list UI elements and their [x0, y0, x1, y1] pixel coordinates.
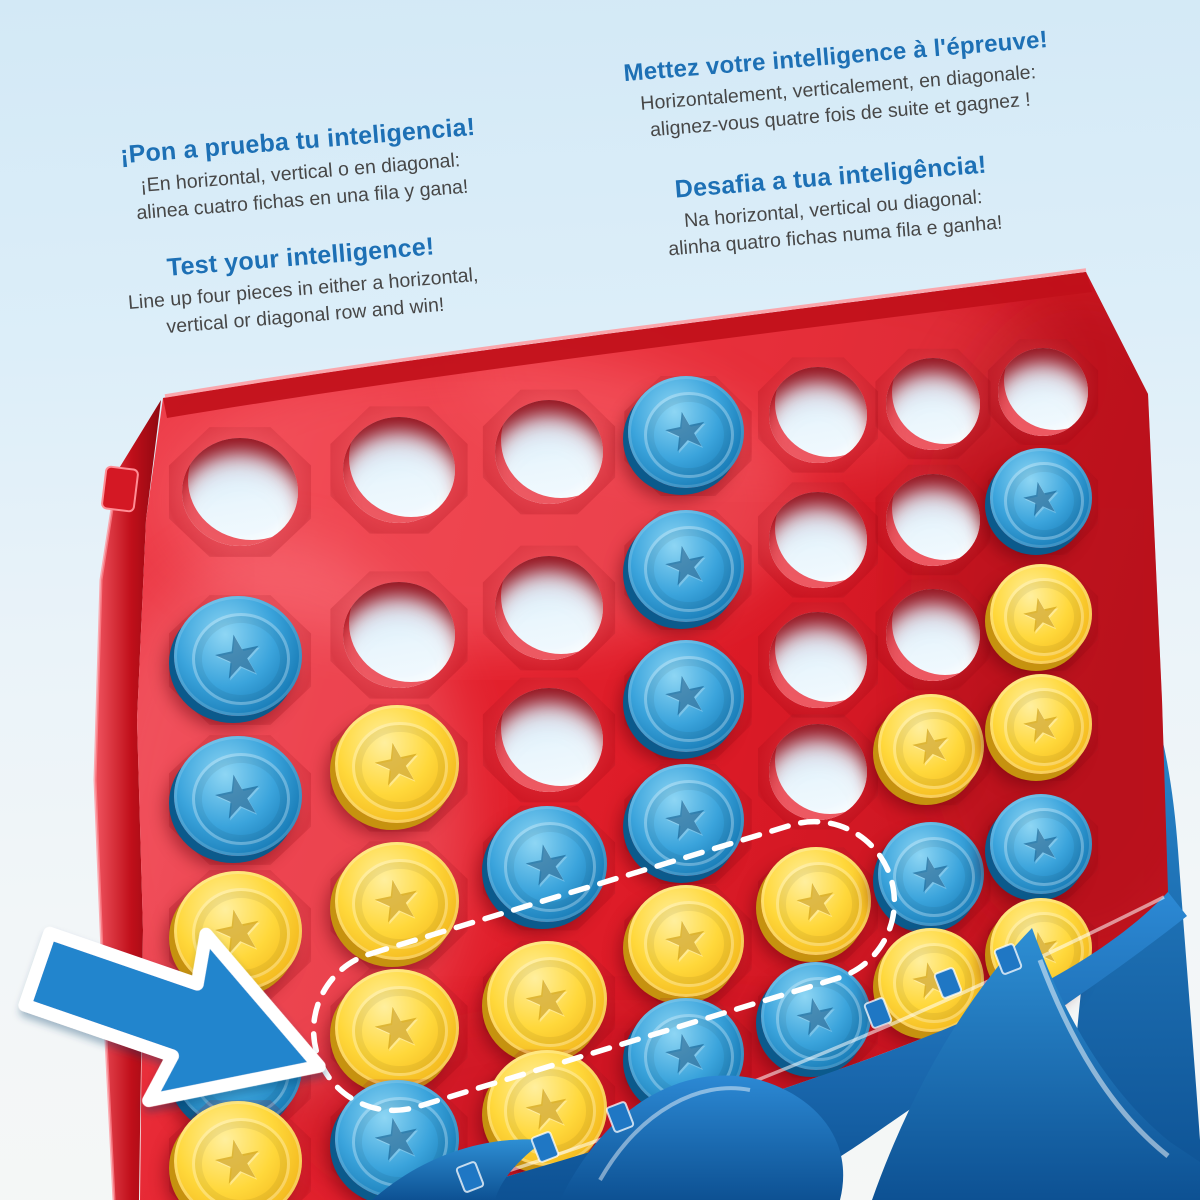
blue-piece-c7r2: ★: [990, 448, 1092, 548]
piece-ring: [191, 612, 291, 706]
piece-ring: [503, 957, 597, 1047]
empty-hole-c7r1: [998, 348, 1088, 436]
blue-piece-c7r5: ★: [990, 794, 1092, 894]
blue-piece-c6r5: ★: [878, 822, 984, 926]
empty-hole-c2r2: [343, 582, 455, 688]
stand-right-leg: [872, 928, 1200, 1200]
empty-hole-c5r3: [769, 612, 867, 708]
yellow-piece-c2r5: ★: [335, 969, 459, 1087]
empty-hole-c2r1: [343, 417, 455, 523]
yellow-piece-c5r5: ★: [761, 847, 871, 955]
yellow-piece-c1r6: ★: [174, 1101, 302, 1200]
blue-piece-c1r2: ★: [174, 596, 302, 716]
yellow-piece-c7r4: ★: [990, 674, 1092, 774]
piece-ring: [644, 779, 734, 867]
blue-piece-c3r4: ★: [487, 806, 607, 922]
piece-ring: [644, 391, 734, 479]
yellow-piece-c3r5: ★: [487, 941, 607, 1057]
piece-ring: [191, 1117, 291, 1200]
empty-hole-c5r4: [769, 724, 867, 820]
piece-ring: [352, 721, 448, 813]
piece-ring: [776, 977, 862, 1061]
empty-hole-c6r1: [886, 358, 980, 450]
yellow-piece-c7r3: ★: [990, 564, 1092, 664]
blue-piece-c4r1: ★: [628, 376, 744, 488]
stand-clips: [455, 943, 1023, 1193]
piece-ring: [892, 836, 976, 918]
board-top-rim: [163, 272, 1092, 418]
blue-piece-c1r3: ★: [174, 736, 302, 856]
blue-piece-c4r3: ★: [628, 640, 744, 752]
arrow-icon: [18, 926, 326, 1108]
piece-ring: [892, 942, 976, 1024]
piece-ring: [352, 985, 448, 1077]
empty-hole-c6r2: [886, 474, 980, 566]
empty-hole-c1r1: [182, 438, 298, 546]
piece-ring: [892, 708, 976, 790]
piece-ring: [1004, 808, 1084, 886]
board-latch-tab: [101, 465, 139, 513]
piece-ring: [644, 655, 734, 743]
blue-piece-c4r2: ★: [628, 510, 744, 622]
yellow-piece-c2r3: ★: [335, 705, 459, 823]
piece-ring: [1004, 688, 1084, 766]
blue-piece-c5r6: ★: [761, 962, 871, 1070]
piece-ring: [1004, 462, 1084, 540]
piece-ring: [644, 900, 734, 988]
stand-center-foot: [560, 1075, 844, 1200]
empty-hole-c5r2: [769, 492, 867, 588]
yellow-piece-c6r4: ★: [878, 694, 984, 798]
piece-ring: [352, 858, 448, 950]
piece-ring: [191, 752, 291, 846]
empty-hole-c5r1: [769, 367, 867, 463]
piece-ring: [644, 525, 734, 613]
win-highlight-capsule: [310, 818, 898, 1114]
empty-hole-c3r3: [495, 688, 603, 792]
yellow-piece-c4r5: ★: [628, 885, 744, 997]
empty-hole-c6r3: [886, 589, 980, 681]
yellow-piece-c2r4: ★: [335, 842, 459, 960]
empty-hole-c3r2: [495, 556, 603, 660]
empty-hole-c3r1: [495, 400, 603, 504]
piece-ring: [1004, 578, 1084, 656]
piece-ring: [503, 822, 597, 912]
piece-ring: [776, 862, 862, 946]
